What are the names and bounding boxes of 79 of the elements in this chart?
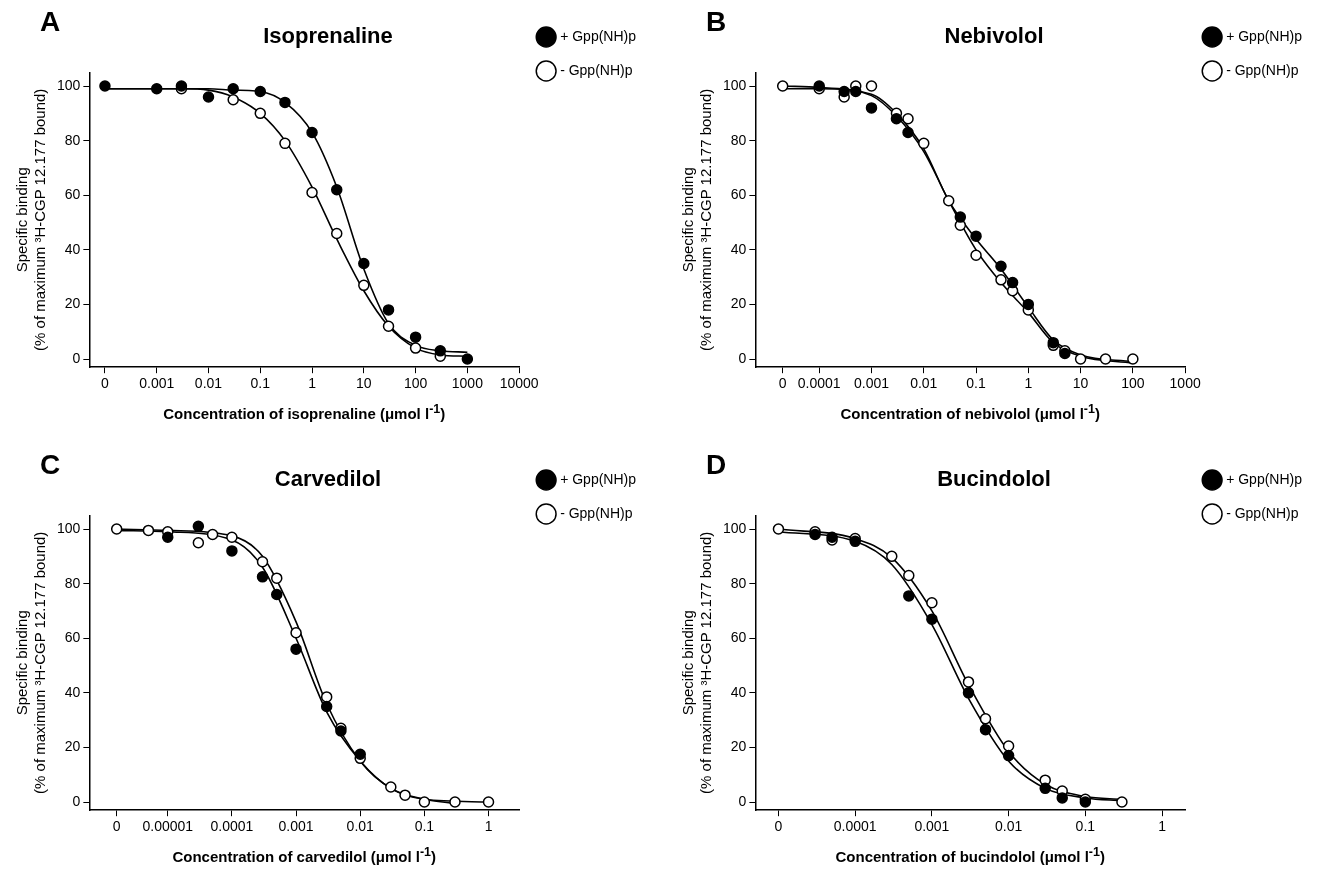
y-tick-label: 20 [730,295,747,312]
y-tick-label: 80 [64,131,81,148]
y-tick-label: 80 [730,574,747,591]
x-tick-label: 0.01 [994,818,1023,835]
y-tick-label: 100 [57,76,81,93]
legend-label: + Gpp(NH)p [560,470,637,487]
y-tick-label: 60 [730,186,747,203]
legend-label: - Gpp(NH)p [560,504,633,521]
y-tick-label: 40 [64,683,81,700]
x-tick-label: 0.1 [414,818,435,835]
x-tick-label: 0 [101,375,110,392]
x-tick-label: 1000 [451,375,484,392]
legend-label: + Gpp(NH)p [1226,470,1303,487]
y-tick-label: 20 [730,738,747,755]
x-tick-label: 0.01 [910,375,938,392]
x-tick-label: 0.0001 [210,818,254,835]
legend-label: + Gpp(NH)p [1226,27,1303,44]
x-tick-label: 0.01 [194,375,223,392]
y-tick-label: 80 [730,131,747,148]
x-tick-label: 0 [778,375,787,392]
y-tick-label: 100 [723,519,747,536]
x-tick-label: 10000 [499,375,539,392]
x-tick-label: 0.0001 [797,375,841,392]
text: B [706,6,727,38]
x-tick-label: 1 [484,818,493,835]
y-tick-label: 40 [730,683,747,700]
x-tick-label: 0.1 [1075,818,1096,835]
x-tick-label: 1000 [1169,375,1201,392]
y-tick-label: 60 [64,629,81,646]
x-tick-label: 0 [112,818,121,835]
y-tick-label: 100 [57,519,81,536]
y-axis-title: Specific binding (% of maximum ³H-CGP 12.177 bound) [679,531,715,794]
text: A [40,6,61,38]
x-axis-title: Concentration of nebivolol (μmol l$^{-1}$) [840,402,1100,422]
legend-label: - Gpp(NH)p [1226,61,1299,78]
x-tick-label: 1 [308,375,317,392]
legend-label: - Gpp(NH)p [1226,504,1299,521]
x-tick-label: 1 [1158,818,1167,835]
x-tick-label: 100 [403,375,428,392]
y-tick-label: 20 [64,738,81,755]
x-axis-title: Concentration of carvedilol (μmol l$^{-1}$) [172,845,437,865]
x-tick-label: 0.0001 [833,818,877,835]
legend-label: + Gpp(NH)p [560,27,637,44]
x-tick-label: 0.001 [139,375,175,392]
y-axis-title: Specific binding (% of maximum ³H-CGP 12.177 bound) [13,88,49,351]
x-tick-label: 10 [1072,375,1089,392]
x-tick-label: 0.1 [966,375,986,392]
y-tick-label: 20 [64,295,81,312]
legend-label: - Gpp(NH)p [560,61,633,78]
x-tick-label: 0 [774,818,783,835]
y-tick-label: 0 [738,349,747,366]
x-tick-label: 10 [356,375,372,392]
chart-title: Isoprenaline [263,23,393,49]
y-tick-label: 0 [738,792,747,809]
x-tick-label: 0.001 [278,818,314,835]
chart-title: Bucindolol [937,466,1051,492]
chart-title: Nebivolol [944,23,1044,49]
chart-title: Carvedilol [274,466,382,492]
y-tick-label: 40 [730,240,747,257]
x-axis-title: Concentration of isoprenaline (μmol l$^{-1}$) [163,402,446,422]
x-tick-label: 0.01 [346,818,375,835]
x-tick-label: 0.00001 [142,818,194,835]
y-tick-label: 0 [72,792,81,809]
x-tick-label: 100 [1121,375,1145,392]
y-axis-title: Specific binding (% of maximum ³H-CGP 12.177 bound) [679,88,715,351]
x-tick-label: 0.001 [914,818,950,835]
y-axis-title: Specific binding (% of maximum ³H-CGP 12.177 bound) [13,531,49,794]
y-tick-label: 60 [64,186,81,203]
y-tick-label: 60 [730,629,747,646]
x-tick-label: 1 [1024,375,1033,392]
y-tick-label: 80 [64,574,81,591]
y-tick-label: 0 [72,349,81,366]
y-tick-label: 40 [64,240,81,257]
text: C [40,449,61,481]
x-tick-label: 0.001 [853,375,890,392]
x-tick-label: 0.1 [250,375,271,392]
text: D [706,449,727,481]
x-axis-title: Concentration of bucindolol (μmol l$^{-1}$) [835,845,1105,865]
y-tick-label: 100 [723,76,747,93]
